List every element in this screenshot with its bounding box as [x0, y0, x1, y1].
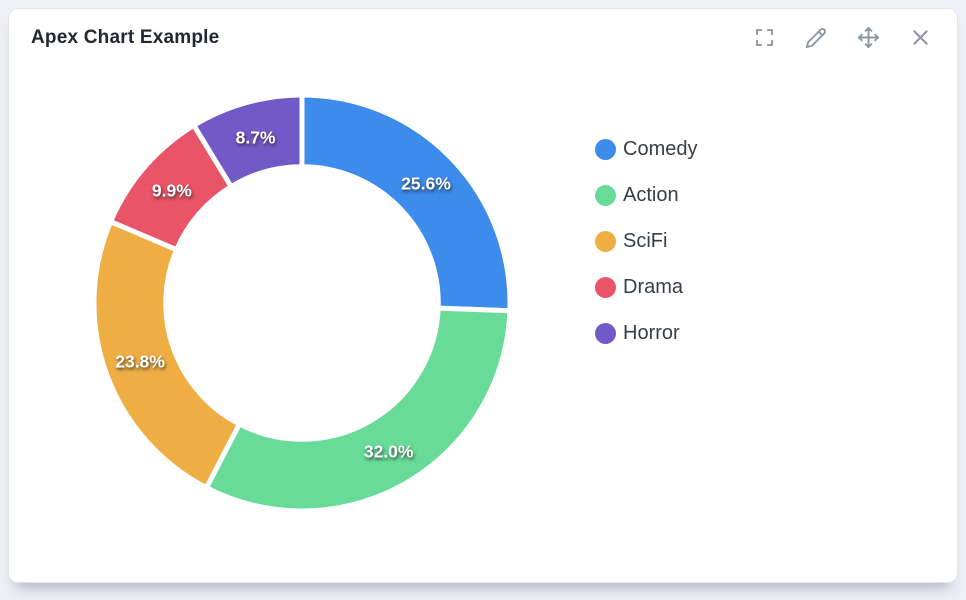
donut-label-action: 32.0%	[364, 442, 414, 462]
legend-label: Comedy	[623, 138, 698, 160]
legend-marker-icon	[595, 276, 616, 298]
donut-label-scifi: 23.8%	[115, 351, 165, 371]
legend-item-scifi[interactable]: SciFi	[595, 230, 697, 252]
card-toolbar	[752, 24, 933, 51]
legend-marker-icon	[595, 322, 616, 344]
legend-marker-icon	[595, 138, 616, 160]
close-button[interactable]	[908, 25, 933, 50]
legend-item-action[interactable]: Action	[595, 184, 697, 206]
donut-label-comedy: 25.6%	[401, 174, 451, 194]
legend-label: Horror	[623, 322, 680, 344]
fullscreen-button[interactable]	[752, 25, 777, 50]
card-title: Apex Chart Example	[31, 26, 220, 48]
legend-label: Action	[623, 184, 679, 206]
legend-marker-icon	[595, 184, 616, 206]
legend-marker-icon	[595, 230, 616, 252]
edit-button[interactable]	[803, 25, 829, 51]
legend-item-horror[interactable]: Horror	[595, 322, 697, 344]
donut-slice-scifi[interactable]	[91, 219, 242, 491]
close-icon	[910, 27, 931, 48]
pencil-icon	[805, 27, 827, 49]
donut-label-horror: 8.7%	[236, 127, 276, 147]
legend-label: Drama	[623, 276, 684, 298]
donut-slice-comedy[interactable]	[299, 92, 513, 314]
donut-label-drama: 9.9%	[152, 180, 192, 200]
legend-item-comedy[interactable]: Comedy	[595, 138, 697, 160]
fullscreen-icon	[754, 27, 775, 48]
legend-label: SciFi	[623, 230, 668, 252]
move-button[interactable]	[855, 24, 882, 51]
move-icon	[857, 26, 880, 49]
donut-chart: 25.6% 32.0% 23.8% 9.9% 8.7%	[72, 73, 532, 533]
legend-item-drama[interactable]: Drama	[595, 276, 697, 298]
chart-card: Apex Chart Example	[8, 8, 958, 583]
chart-legend: Comedy Action SciFi Drama Horror	[595, 138, 697, 344]
card-header: Apex Chart Example	[9, 9, 957, 51]
donut-slice-action[interactable]	[203, 305, 513, 514]
donut-slice-horror[interactable]	[191, 92, 305, 190]
